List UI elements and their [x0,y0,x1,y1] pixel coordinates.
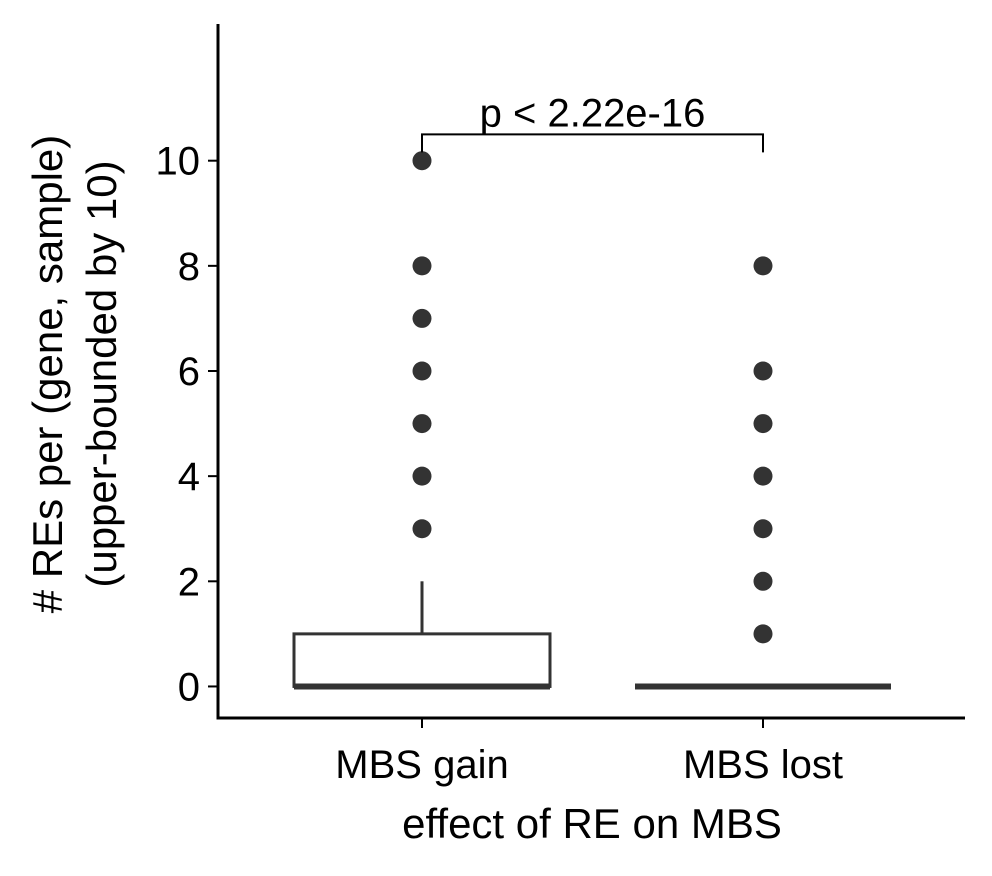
y-tick-label: 8 [178,245,200,289]
outlier-point [412,256,432,276]
outlier-point [412,414,432,434]
y-axis-title-line-2: (upper-bounded by 10) [78,160,125,587]
y-tick-label: 6 [178,350,200,394]
p-value-label: p < 2.22e-16 [480,91,706,135]
box-body [292,632,552,688]
x-tick-label: MBS gain [335,743,508,787]
box-group [635,256,891,690]
y-tick-label: 10 [156,140,201,184]
y-tick-label: 4 [178,455,200,499]
y-axis-title: # REs per (gene, sample) (upper-bounded … [24,135,125,614]
y-tick-label: 0 [178,665,200,709]
plot-area: 0 2 4 6 8 10 MBS gain MBS lost p < 2.22e-16 [156,24,965,787]
outlier-point [412,308,432,328]
x-axis-title: effect of RE on MBS [402,800,782,847]
outlier-point [412,361,432,381]
outlier-point [753,519,773,539]
significance-bracket [421,133,764,153]
outlier-point [412,466,432,486]
outlier-point [412,151,432,171]
outlier-point [753,414,773,434]
outlier-point [753,466,773,486]
outlier-point [753,256,773,276]
outlier-point [753,361,773,381]
y-tick-label: 2 [178,560,200,604]
outlier-point [753,571,773,591]
outlier-point [753,624,773,644]
y-axis-title-line-1: # REs per (gene, sample) [24,135,71,614]
x-tick-label: MBS lost [683,743,843,787]
box-group [292,151,552,690]
outlier-point [412,519,432,539]
